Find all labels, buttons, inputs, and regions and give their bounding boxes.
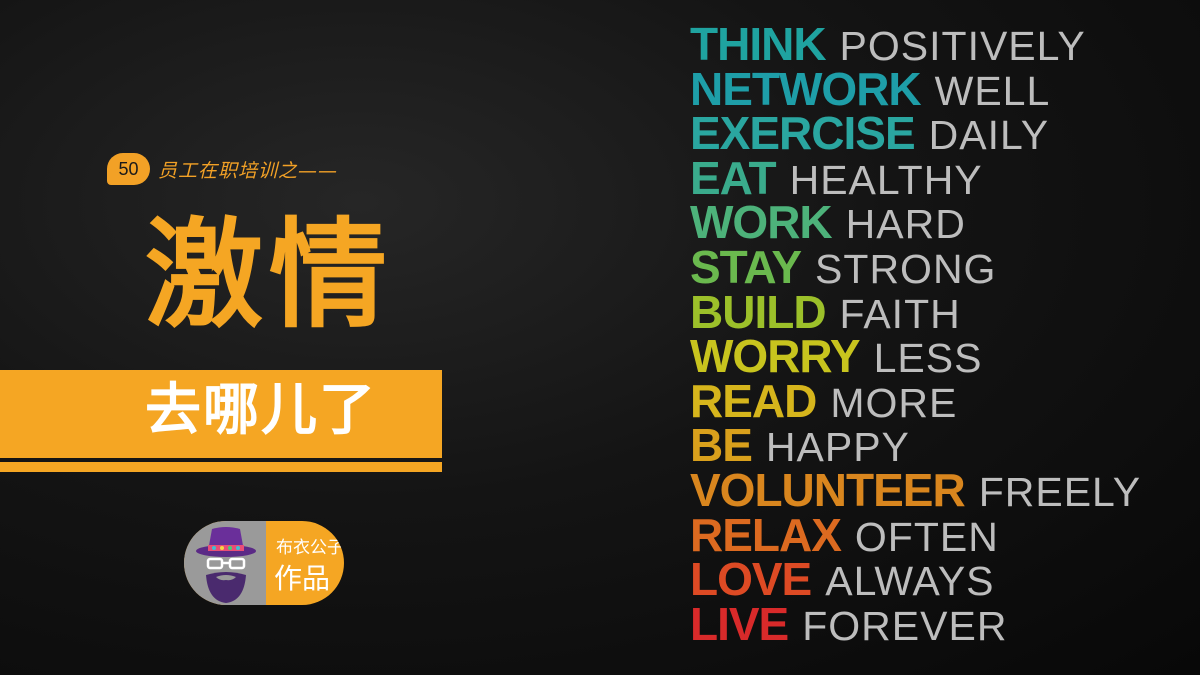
motto-modifier: MORE — [830, 379, 958, 426]
motto-row: LOVE ALWAYS — [690, 556, 1141, 605]
motto-row: WORRY LESS — [690, 333, 1141, 382]
author-works-label: 作品 — [274, 562, 331, 595]
motto-row: EAT HEALTHY — [690, 155, 1141, 203]
motto-keyword: RELAX — [690, 508, 842, 561]
motto-row: READ MORE — [690, 378, 1141, 426]
motto-keyword: EXERCISE — [690, 107, 916, 160]
motto-modifier: HEALTHY — [789, 156, 983, 203]
motto-modifier: DAILY — [928, 112, 1050, 159]
motto-row: LIVE FOREVER — [690, 601, 1141, 649]
motto-keyword: THINK — [690, 18, 827, 70]
motto-modifier: FAITH — [839, 290, 961, 337]
motto-modifier: FOREVER — [802, 602, 1008, 649]
motto-keyword: WORK — [690, 196, 833, 249]
motto-row: BUILD FAITH — [690, 289, 1141, 337]
motto-row: WORK HARD — [690, 199, 1141, 248]
motto-row: EXERCISE DAILY — [690, 110, 1141, 159]
motto-keyword: VOLUNTEER — [690, 463, 966, 516]
banner-underline — [0, 462, 442, 472]
motto-row: BE HAPPY — [690, 422, 1141, 471]
subtitle-banner — [0, 370, 442, 458]
motto-modifier: HAPPY — [765, 424, 910, 471]
motto-keyword: READ — [690, 374, 817, 427]
motto-keyword: LOVE — [690, 553, 812, 606]
motto-row: VOLUNTEER FREELY — [690, 467, 1142, 515]
motto-keyword: BE — [690, 419, 753, 472]
motto-keyword: EAT — [690, 151, 777, 204]
motto-row: STAY STRONG — [690, 244, 1141, 292]
motto-list: THINK POSITIVELY NETWORK WELL EXERCISE DAILY E… — [690, 21, 1142, 649]
motto-keyword: WORRY — [690, 330, 861, 383]
motto-modifier: STRONG — [815, 245, 997, 292]
series-title: 员工在职培训之—— — [158, 160, 339, 182]
author-badge: 布衣公子 作品 — [184, 521, 344, 605]
motto-keyword: BUILD — [690, 285, 827, 338]
motto-modifier: ALWAYS — [825, 558, 995, 605]
motto-row: THINK POSITIVELY — [690, 21, 1141, 69]
motto-modifier: FREELY — [978, 468, 1142, 515]
motto-keyword: STAY — [690, 240, 802, 293]
motto-modifier: WELL — [934, 67, 1051, 114]
motto-keyword: NETWORK — [690, 62, 922, 115]
author-avatar-icon — [196, 527, 256, 603]
subtitle-text: 去哪儿了 — [145, 378, 377, 443]
motto-modifier: HARD — [845, 201, 966, 248]
motto-keyword: LIVE — [690, 597, 789, 650]
motto-row: RELAX OFTEN — [690, 512, 1141, 560]
motto-modifier: LESS — [873, 335, 983, 382]
motto-row: NETWORK WELL — [690, 66, 1141, 114]
author-name: 布衣公子 — [276, 538, 344, 558]
series-number-badge: 50 — [107, 153, 150, 185]
motto-modifier: POSITIVELY — [839, 23, 1086, 69]
main-title: 激情 — [145, 206, 394, 344]
motto-modifier: OFTEN — [854, 513, 999, 560]
